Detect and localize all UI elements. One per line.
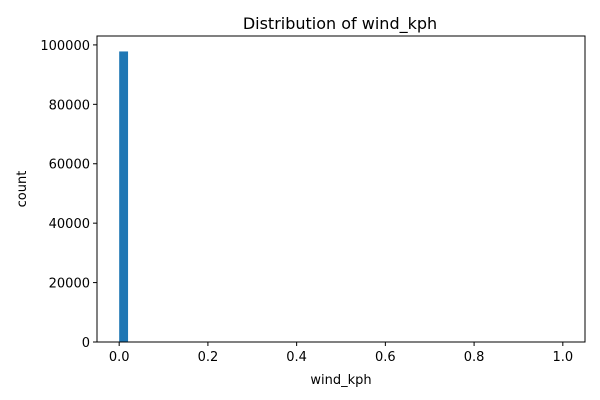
- x-axis-ticks: 0.0 0.2 0.4 0.6 0.8 1.0: [109, 342, 573, 365]
- bars-group: [119, 51, 129, 342]
- x-tick-label-5: 1.0: [552, 350, 573, 365]
- y-tick-label-5: 100000: [40, 39, 90, 54]
- histogram-bar-0: [119, 51, 129, 342]
- x-tick-label-0: 0.0: [109, 350, 130, 365]
- x-tick-label-1: 0.2: [198, 350, 219, 365]
- y-axis-ticks: 0 20000 40000 60000 80000 100000: [40, 39, 97, 351]
- y-tick-label-4: 80000: [49, 98, 90, 113]
- y-axis-label: count: [15, 171, 30, 208]
- y-tick-label-3: 60000: [49, 158, 90, 173]
- y-tick-label-2: 40000: [49, 217, 90, 232]
- plot-area: 0.0 0.2 0.4 0.6 0.8 1.0 0 20000 40000 60000 80000…: [40, 35, 586, 365]
- x-axis-label: wind_kph: [310, 373, 371, 388]
- x-tick-label-3: 0.6: [375, 350, 396, 365]
- chart-title: Distribution of wind_kph: [243, 14, 437, 34]
- axes-frame: [96, 35, 586, 343]
- x-tick-label-4: 0.8: [464, 350, 485, 365]
- y-tick-label-0: 0: [82, 336, 90, 351]
- x-tick-label-2: 0.4: [286, 350, 307, 365]
- y-tick-label-1: 20000: [49, 277, 90, 292]
